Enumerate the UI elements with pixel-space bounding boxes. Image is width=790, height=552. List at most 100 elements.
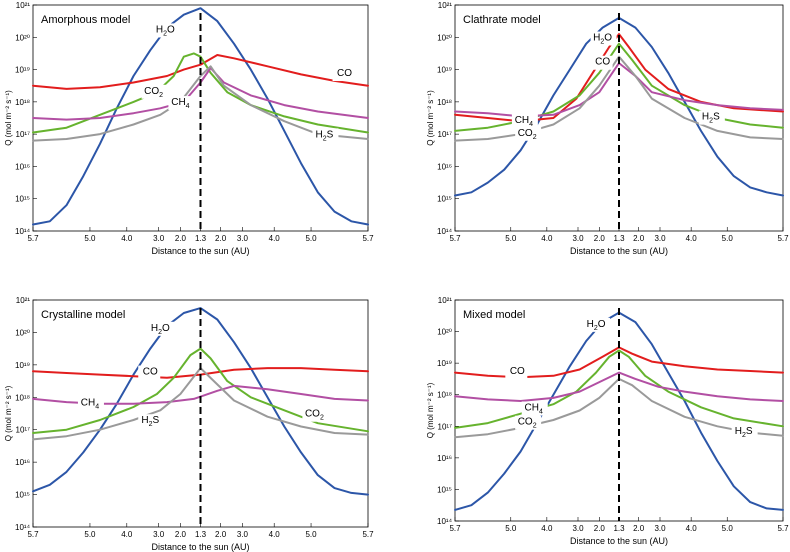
x-tick-label: 2.0 (175, 234, 187, 243)
series-ch4-label: CH4 (171, 97, 189, 110)
x-tick-label: 3.0 (654, 234, 666, 243)
y-tick-label: 10¹⁶ (437, 162, 452, 171)
series-h2s-line (32, 65, 369, 142)
series-co2-line (32, 347, 369, 434)
y-tick-label: 10²¹ (16, 296, 31, 305)
x-tick-label: 5.7 (449, 524, 461, 533)
series-h2s-label: H2S (735, 426, 753, 439)
x-tick-label: 5.0 (84, 234, 96, 243)
panel-4: 10¹⁴ 10¹⁵ 10¹⁶ 10¹⁷ 10¹⁸ 10¹⁹ 10²⁰ 10²¹ 5.7 5.0 4.… (426, 296, 789, 546)
x-tick-label: 5.0 (505, 234, 517, 243)
series-label-bg (590, 31, 617, 46)
x-tick-label: 5.7 (777, 524, 789, 533)
x-tick-label: 5.0 (505, 524, 517, 533)
y-tick-label: 10²¹ (16, 1, 31, 10)
y-tick-label: 10¹⁴ (437, 227, 453, 236)
series-h2o-label: H2O (587, 319, 606, 332)
y-tick-label: 10¹⁹ (437, 66, 452, 75)
y-tick-label: 10¹⁵ (437, 195, 452, 204)
x-tick-label: 4.0 (269, 234, 281, 243)
x-tick-label: 3.0 (572, 234, 584, 243)
y-axis-label: Q (mol m⁻² s⁻¹) (4, 90, 13, 146)
x-axis-label: Distance to the sun (AU) (151, 246, 249, 256)
series-label-bg (515, 415, 542, 430)
x-axis-label: Distance to the sun (AU) (151, 542, 249, 552)
series-label-bg (168, 96, 195, 111)
x-tick-label: 4.0 (121, 530, 133, 539)
x-tick-label: 4.0 (686, 234, 698, 243)
series-label-bg (511, 113, 538, 128)
series-label-bg (332, 67, 355, 82)
x-tick-label: 2.0 (594, 234, 606, 243)
series-label-bg (515, 126, 542, 141)
series-h2s-label: H2S (141, 415, 159, 428)
y-tick-label: 10¹⁵ (437, 485, 452, 494)
series-label-bg (505, 365, 528, 380)
x-tick-label: 5.7 (27, 530, 39, 539)
series-label-bg (153, 23, 180, 38)
series-label-bg (77, 396, 104, 411)
y-tick-label: 10¹⁸ (437, 98, 452, 107)
panel-title: Crystalline model (41, 309, 125, 321)
x-tick-label: 5.7 (449, 234, 461, 243)
series-label-bg (141, 84, 168, 99)
panel-title: Mixed model (463, 309, 525, 321)
series-label-bg (302, 407, 329, 422)
x-tick-label: 3.0 (572, 524, 584, 533)
series-ch4-label: CH4 (515, 115, 533, 128)
x-tick-label: 2.0 (175, 530, 187, 539)
x-tick-label: 2.0 (594, 524, 606, 533)
y-axis-label: Q (mol m⁻² s⁻¹) (426, 90, 435, 146)
y-tick-label: 10¹⁸ (15, 393, 30, 402)
x-tick-label: 5.7 (362, 530, 374, 539)
x-tick-label: 1.3 (195, 234, 207, 243)
y-tick-label: 10¹⁶ (15, 458, 30, 467)
series-label-bg (590, 55, 613, 70)
y-tick-label: 10¹⁹ (15, 361, 30, 370)
series-label-bg (584, 317, 611, 332)
y-tick-label: 10¹⁴ (15, 523, 31, 532)
x-tick-label: 3.0 (654, 524, 666, 533)
panel-1: 10¹⁴ 10¹⁵ 10¹⁶ 10¹⁷ 10¹⁸ 10¹⁹ 10²⁰ 10²¹ 5.7 5.0 4.… (4, 1, 374, 256)
y-tick-label: 10¹⁵ (15, 195, 30, 204)
y-tick-label: 10²⁰ (15, 33, 30, 42)
x-tick-label: 4.0 (686, 524, 698, 533)
series-co-line (32, 54, 369, 90)
series-co-label: CO (595, 57, 610, 68)
series-co2-label: CO2 (518, 128, 537, 141)
y-tick-label: 10¹⁷ (16, 130, 31, 139)
y-tick-label: 10¹⁷ (16, 426, 31, 435)
x-tick-label: 3.0 (237, 234, 249, 243)
y-tick-label: 10¹⁸ (15, 98, 30, 107)
x-tick-label: 1.3 (613, 234, 625, 243)
series-label-bg (312, 128, 339, 143)
y-tick-label: 10¹⁶ (437, 454, 452, 463)
series-ch4-line (454, 371, 784, 402)
series-co2-label: CO2 (305, 409, 324, 422)
series-h2o-label: H2O (151, 323, 170, 336)
series-label-bg (148, 321, 175, 336)
y-axis-label: Q (mol m⁻² s⁻¹) (4, 385, 13, 441)
x-tick-label: 4.0 (121, 234, 133, 243)
series-ch4-label: CH4 (525, 403, 543, 416)
panel-2: 10¹⁴ 10¹⁵ 10¹⁶ 10¹⁷ 10¹⁸ 10¹⁹ 10²⁰ 10²¹ 5.7 5.0 4.… (426, 1, 789, 256)
x-tick-label: 5.7 (777, 234, 789, 243)
y-tick-label: 10²¹ (438, 1, 453, 10)
series-label-bg (138, 414, 165, 429)
series-co-label: CO (143, 367, 158, 378)
x-tick-label: 5.0 (305, 530, 317, 539)
series-h2s-label: H2S (316, 129, 334, 142)
y-tick-label: 10¹⁸ (437, 391, 452, 400)
x-tick-label: 3.0 (237, 530, 249, 539)
y-tick-label: 10²⁰ (437, 33, 452, 42)
x-tick-label: 4.0 (541, 524, 553, 533)
x-tick-label: 2.0 (215, 530, 227, 539)
y-tick-label: 10¹⁴ (15, 227, 31, 236)
y-tick-label: 10²⁰ (437, 328, 452, 337)
y-tick-label: 10²⁰ (15, 328, 30, 337)
y-tick-label: 10¹⁵ (15, 491, 30, 500)
y-tick-label: 10¹⁷ (438, 422, 453, 431)
series-ch4-label: CH4 (81, 397, 99, 410)
x-tick-label: 3.0 (153, 234, 165, 243)
